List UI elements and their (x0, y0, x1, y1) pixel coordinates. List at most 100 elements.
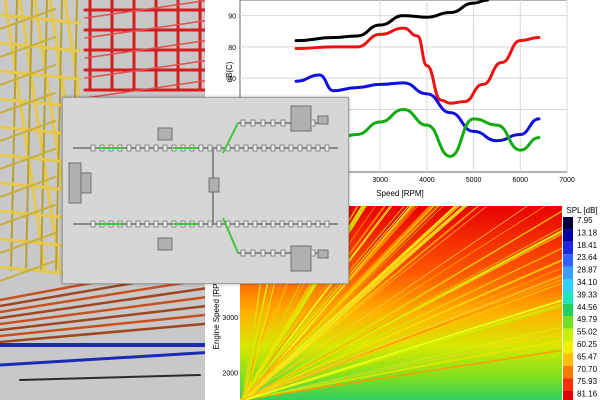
schematic-pipe (222, 122, 239, 154)
order-line (240, 349, 562, 400)
dark-pipe (19, 374, 201, 381)
schematic-node (126, 220, 132, 228)
lattice-brace (0, 176, 56, 198)
x-tick-label: 3000 (372, 177, 388, 184)
lattice-beam (0, 13, 82, 25)
colorbar-label: 44.56 (577, 303, 598, 312)
schematic-node (279, 220, 285, 228)
colorbar-swatch (563, 303, 573, 317)
schematic-node (306, 144, 312, 152)
line-chart-y-axis-label: dB(C) (225, 61, 234, 82)
schematic-node (270, 119, 276, 127)
x-tick-label: 6000 (512, 177, 528, 184)
schematic-node (153, 220, 159, 228)
schematic-node (297, 144, 303, 152)
colorbar-label: 55.02 (577, 328, 598, 337)
colorbar-label: 49.79 (577, 315, 598, 324)
colorbar-swatch (563, 254, 573, 267)
component-block (290, 105, 312, 132)
component-block (157, 127, 173, 141)
order-line (244, 206, 468, 400)
schematic-node (162, 220, 168, 228)
order-line (245, 206, 413, 400)
schematic-node (144, 220, 150, 228)
schematic-pipe (222, 217, 239, 254)
schematic-node (135, 220, 141, 228)
colorbar-swatch (563, 353, 573, 366)
lattice-post (55, 0, 63, 271)
schematic-node (279, 144, 285, 152)
lattice-brace (0, 92, 56, 114)
component-block (290, 245, 312, 272)
colorbar-label: 65.47 (577, 352, 598, 361)
order-line (242, 259, 562, 400)
order-line (243, 206, 273, 400)
colorbar-swatch (563, 328, 573, 341)
y-tick-label: 3000 (222, 315, 238, 322)
schematic-node (234, 220, 240, 228)
colorbar-swatch (563, 291, 573, 304)
pipe-run (0, 294, 215, 326)
pipe-run (0, 321, 215, 344)
order-line (241, 206, 440, 400)
colorbar-title: SPL [dB] (566, 206, 597, 215)
lattice-brace (0, 260, 56, 282)
schematic-node (270, 220, 276, 228)
colorbar: 7.95 13.18 18.41 23.64 28.87 34.10 39.33 44.56 4… (563, 216, 598, 400)
lattice-brace (0, 148, 56, 170)
order-line (242, 206, 458, 400)
lattice-post (40, 0, 48, 271)
schematic-node (198, 220, 204, 228)
schematic-node (288, 144, 294, 152)
order-line (243, 227, 562, 400)
schematic-node (297, 220, 303, 228)
schematic-node (250, 249, 256, 257)
schematic-node (315, 220, 321, 228)
schematic-node (315, 144, 321, 152)
component-block (208, 177, 220, 193)
schematic-node (243, 220, 249, 228)
lattice-beam (0, 69, 82, 81)
tank-block (68, 162, 82, 204)
x-tick-label: 5000 (466, 177, 482, 184)
red-frame-brace (84, 19, 211, 39)
red-frame-brace (84, 59, 211, 79)
order-line (242, 206, 317, 400)
lattice-brace (0, 64, 56, 86)
series-line-3 (294, 73, 541, 143)
order-line (241, 298, 562, 400)
order-line (241, 206, 274, 400)
tank-block (80, 172, 92, 194)
schematic-node (260, 249, 266, 257)
order-line (240, 206, 308, 400)
colorbar-label: 81.16 (577, 390, 598, 399)
red-frame-brace (84, 39, 211, 59)
colorbar-label: 75.93 (577, 377, 598, 386)
schematic-node (216, 220, 222, 228)
order-line (245, 326, 562, 400)
y-tick-label: 80 (228, 45, 236, 52)
order-line (241, 206, 386, 400)
schematic-node (126, 144, 132, 152)
series-line-1 (294, 0, 490, 43)
colorbar-swatch (563, 241, 573, 255)
schematic-node (243, 144, 249, 152)
colorbar-label: 13.18 (577, 228, 598, 237)
order-line (240, 206, 489, 400)
order-line (243, 206, 345, 400)
order-line (240, 206, 359, 400)
order-line (243, 275, 562, 400)
heatmap-y-axis-label: Engine Speed [RPM] (212, 275, 221, 350)
order-line (242, 332, 562, 400)
colorbar-label: 28.87 (577, 266, 598, 275)
colorbar-swatch (563, 390, 573, 400)
schematic-node (288, 220, 294, 228)
colorbar-swatch (563, 365, 573, 379)
colorbar-swatch (563, 316, 573, 329)
y-tick-label: 90 (228, 14, 236, 21)
colorbar-label: 34.10 (577, 278, 598, 287)
schematic-node (153, 144, 159, 152)
order-line (242, 206, 393, 400)
schematic-node (90, 220, 96, 228)
order-line (241, 206, 367, 400)
